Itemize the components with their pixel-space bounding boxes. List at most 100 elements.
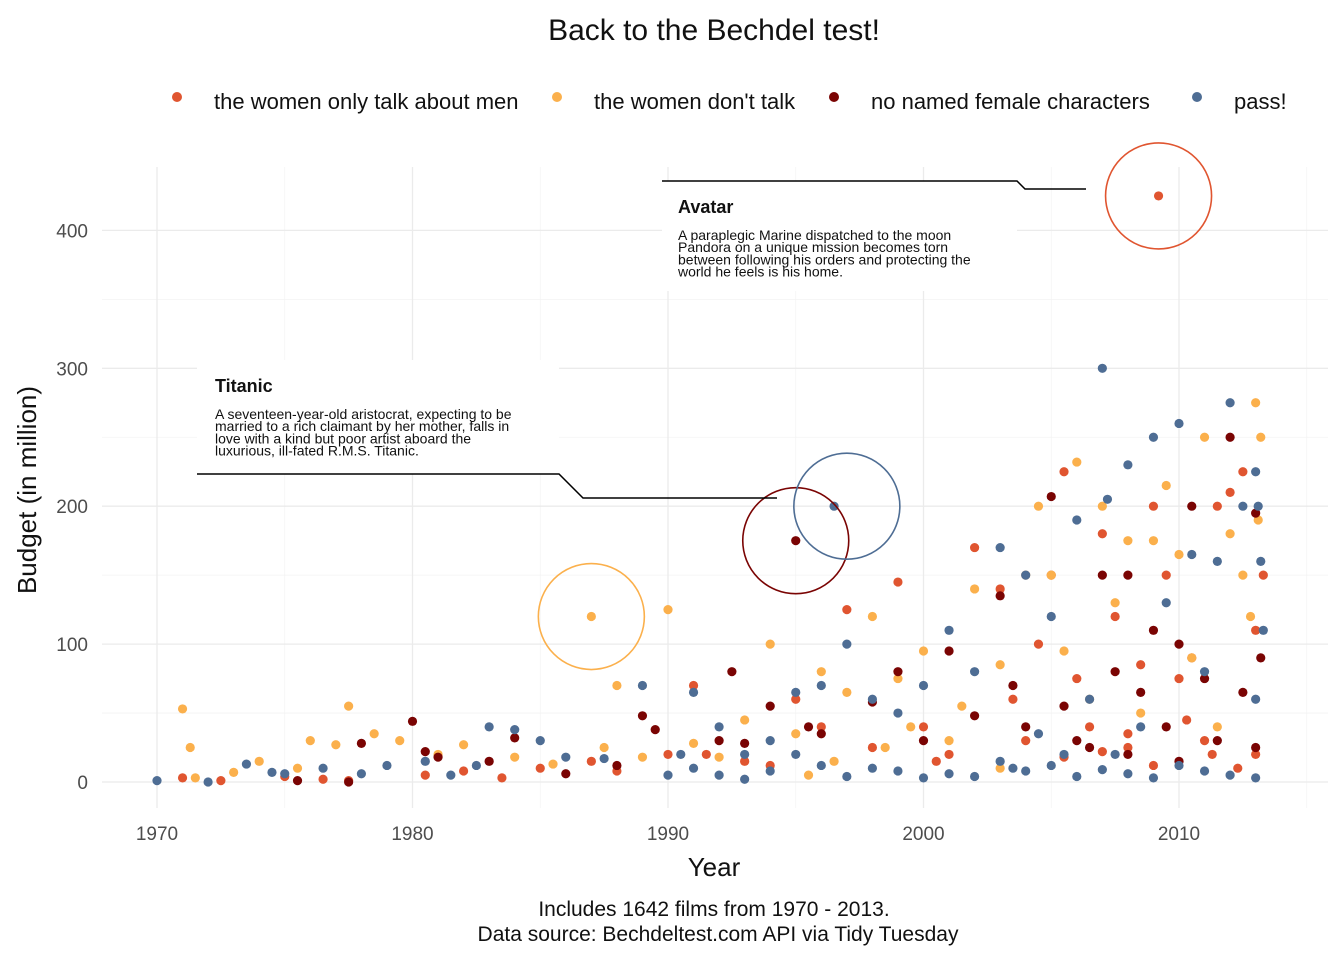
data-point: [893, 708, 903, 718]
data-point: [663, 770, 673, 780]
data-point: [765, 701, 775, 711]
data-point: [1033, 729, 1044, 739]
data-point: [1097, 529, 1107, 539]
data-point: [1059, 646, 1069, 656]
data-point: [906, 722, 916, 732]
data-point: [1251, 398, 1261, 408]
data-point: [688, 763, 699, 773]
data-point: [1251, 742, 1261, 753]
data-point: [420, 756, 430, 766]
data-point: [1072, 673, 1082, 684]
data-point: [1225, 398, 1235, 408]
data-point: [765, 766, 775, 776]
data-point: [1199, 432, 1210, 442]
y-axis-title: Budget (in million): [12, 386, 42, 594]
data-point: [970, 542, 980, 553]
data-point: [177, 773, 188, 783]
data-point: [1148, 536, 1159, 546]
annotation-box: [662, 181, 1017, 291]
data-point: [1072, 457, 1082, 467]
data-point: [1245, 611, 1256, 622]
data-point: [740, 715, 750, 725]
data-point: [1072, 515, 1082, 525]
data-point: [1008, 680, 1018, 691]
data-point: [1153, 191, 1164, 201]
y-tick-label: 200: [56, 497, 88, 518]
data-point: [714, 770, 724, 780]
data-point: [816, 729, 826, 739]
data-point: [267, 767, 277, 777]
y-tick-label: 100: [56, 635, 88, 656]
data-point: [471, 760, 481, 771]
data-point: [1136, 708, 1146, 718]
data-point: [970, 711, 980, 721]
data-point: [1174, 673, 1184, 684]
data-point: [459, 740, 469, 750]
data-point: [970, 667, 980, 677]
data-point: [1110, 749, 1120, 760]
x-axis-title: Year: [688, 852, 741, 882]
data-point: [510, 724, 520, 735]
data-point: [1097, 570, 1107, 580]
data-point: [1256, 653, 1266, 663]
data-point: [1187, 501, 1197, 511]
data-point: [185, 742, 195, 753]
data-point: [880, 742, 890, 753]
data-point: [1212, 722, 1222, 732]
data-point: [918, 736, 929, 746]
chart-title: Back to the Bechdel test!: [548, 14, 880, 47]
data-point: [535, 736, 545, 746]
data-point: [1123, 742, 1133, 753]
legend-label: the women don't talk: [594, 89, 796, 114]
data-point: [1256, 432, 1266, 442]
data-point: [740, 738, 750, 748]
legend-key: [1192, 92, 1202, 102]
x-tick-label: 1980: [391, 824, 433, 845]
data-point: [1072, 736, 1082, 746]
data-point: [510, 733, 520, 743]
data-point: [382, 760, 392, 771]
data-point: [1251, 773, 1261, 783]
data-point: [803, 770, 814, 780]
data-point: [1253, 515, 1263, 525]
data-point: [1123, 460, 1133, 470]
data-point: [1097, 501, 1107, 511]
data-point: [1059, 701, 1069, 711]
data-point: [867, 694, 878, 704]
caption-line-2: Data source: Bechdeltest.com API via Tid…: [478, 923, 959, 946]
annotation-connector: [662, 180, 1086, 190]
data-point: [420, 770, 430, 780]
data-point: [1212, 556, 1222, 566]
data-point: [177, 704, 188, 714]
data-point: [995, 542, 1005, 553]
data-point: [944, 769, 954, 779]
data-point: [446, 770, 456, 780]
y-tick-label: 300: [56, 359, 88, 380]
data-point: [1174, 418, 1184, 429]
legend-key: [172, 92, 182, 102]
legend-key: [829, 92, 839, 102]
annotation-text-line: world he feels is his home.: [677, 264, 843, 280]
data-point: [280, 769, 290, 779]
data-point: [433, 752, 443, 762]
data-point: [1046, 611, 1056, 622]
data-point: [842, 687, 852, 697]
data-point: [420, 747, 430, 757]
data-point: [292, 776, 303, 786]
data-point: [599, 742, 609, 753]
data-point: [816, 722, 826, 732]
data-point: [497, 773, 507, 783]
x-tick-label: 1990: [647, 824, 689, 845]
data-point: [459, 766, 469, 776]
data-point: [663, 749, 673, 760]
annotation-box: [197, 360, 559, 474]
data-point: [1136, 722, 1146, 732]
data-point: [1084, 694, 1095, 704]
data-point: [944, 625, 954, 635]
caption-line-1: Includes 1642 films from 1970 - 2013.: [538, 898, 889, 921]
data-point: [1233, 763, 1243, 773]
data-point: [893, 673, 903, 684]
data-point: [1021, 570, 1031, 580]
data-points: [152, 191, 1268, 787]
data-point: [995, 756, 1005, 766]
